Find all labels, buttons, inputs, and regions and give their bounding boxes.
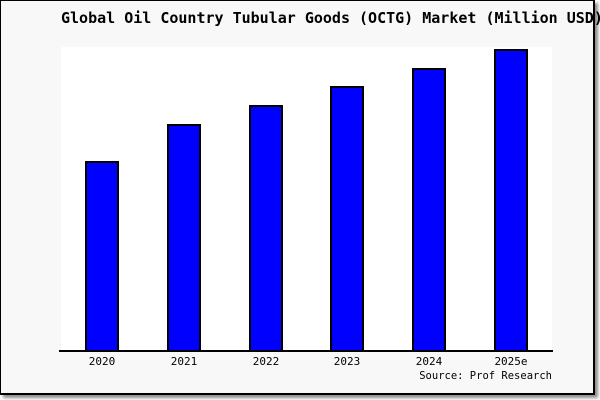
bar-2021 (167, 124, 201, 351)
x-tick-label-2022: 2022 (252, 355, 280, 368)
bar-2023 (330, 86, 364, 351)
bar-2022 (249, 105, 283, 351)
plot-area (61, 47, 552, 351)
x-axis-line (59, 350, 553, 352)
x-tick-label-2023: 2023 (333, 355, 361, 368)
chart-title: Global Oil Country Tubular Goods (OCTG) … (61, 9, 600, 27)
x-tick-label-2021: 2021 (170, 355, 198, 368)
source-credit: Source: Prof Research (419, 370, 552, 382)
bar-2024 (412, 68, 446, 351)
x-tick-label-2024: 2024 (415, 355, 443, 368)
x-tick-label-2025e: 2025e (494, 355, 528, 368)
x-tick-label-2020: 2020 (88, 355, 116, 368)
bar-2020 (85, 161, 119, 351)
bar-2025e (494, 49, 528, 351)
